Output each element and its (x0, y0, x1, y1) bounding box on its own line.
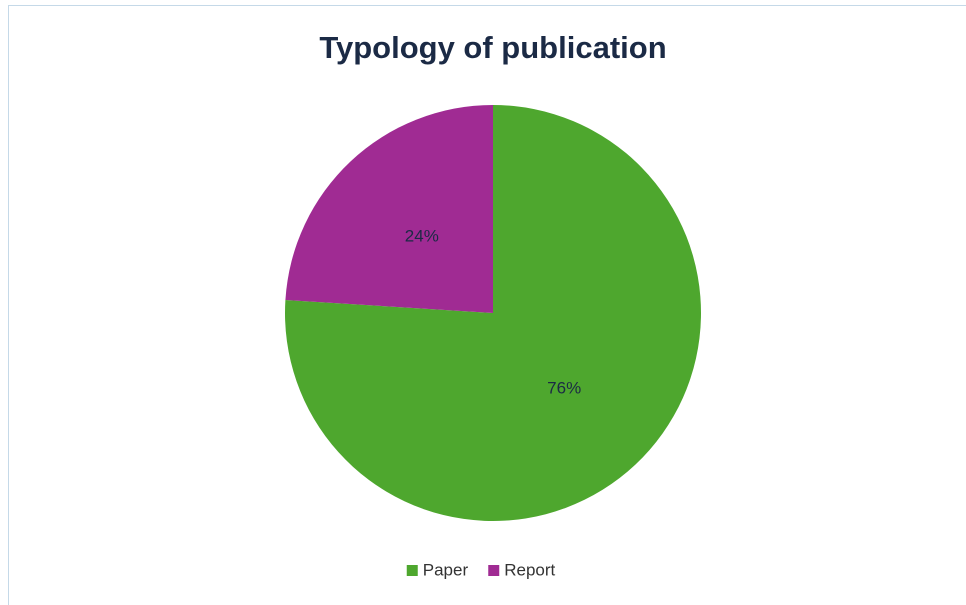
legend-label: Paper (423, 560, 469, 579)
data-label: 24% (405, 227, 439, 246)
legend-swatch (488, 565, 500, 576)
legend: Paper Report (406, 560, 556, 579)
pie: 76% 24% (285, 105, 701, 521)
data-label: 76% (547, 378, 581, 397)
legend-swatch (406, 565, 418, 576)
legend-label: Report (504, 560, 555, 579)
pie-slice (285, 105, 701, 521)
pie-slice (285, 105, 493, 313)
chart-title: Typology of publication (319, 30, 666, 65)
